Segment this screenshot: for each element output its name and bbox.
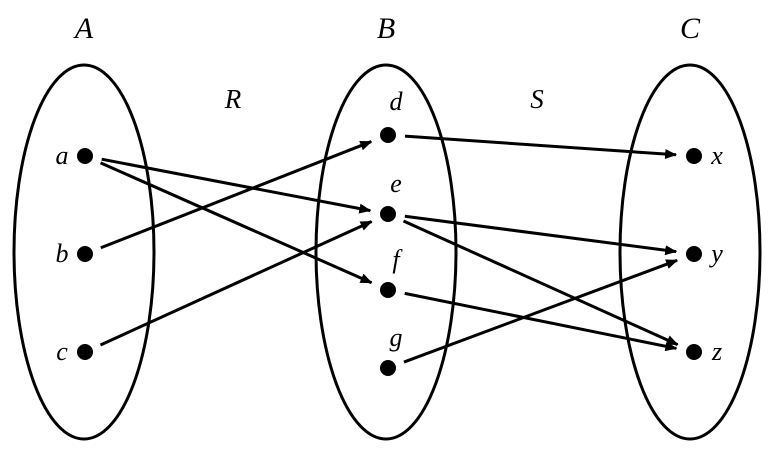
element-c-label: c: [56, 337, 68, 366]
element-d-dot: [380, 127, 396, 143]
set-a-oval: [12, 63, 156, 441]
arrow-g-to-y: [403, 258, 679, 364]
arrow-b-to-d: [100, 140, 373, 250]
element-c-dot: [77, 344, 93, 360]
relation-s-label: S: [530, 84, 544, 114]
set-b-label: B: [377, 12, 395, 45]
element-d-label: d: [390, 87, 404, 116]
element-x-dot: [686, 148, 702, 164]
set-c-label: C: [680, 12, 701, 45]
element-y-dot: [686, 246, 702, 262]
arrow-f-to-z: [404, 291, 678, 352]
element-x-label: x: [710, 141, 723, 170]
arrow-e-to-y: [404, 214, 678, 256]
relation-r-label: R: [224, 84, 242, 114]
arrow-d-to-x: [404, 134, 678, 160]
element-g-label: g: [390, 323, 403, 352]
element-z-dot: [686, 344, 702, 360]
element-e-label: e: [390, 169, 402, 198]
set-b-oval: [314, 63, 458, 441]
set-c-oval: [618, 63, 762, 441]
element-g-dot: [380, 360, 396, 376]
element-a-label: a: [56, 141, 69, 170]
element-b-label: b: [56, 239, 69, 268]
element-a-dot: [77, 148, 93, 164]
element-e-dot: [380, 206, 396, 222]
arrow-a-to-f: [99, 161, 373, 285]
arrow-c-to-e: [99, 220, 373, 347]
element-f-label: f: [392, 245, 403, 274]
arrow-a-to-e: [101, 157, 372, 214]
element-b-dot: [77, 246, 93, 262]
arrow-e-to-z: [402, 219, 679, 346]
element-y-label: y: [708, 239, 723, 268]
arrows-group: [99, 134, 679, 364]
element-z-label: z: [711, 337, 722, 366]
element-f-dot: [380, 282, 396, 298]
set-a-label: A: [73, 12, 94, 45]
